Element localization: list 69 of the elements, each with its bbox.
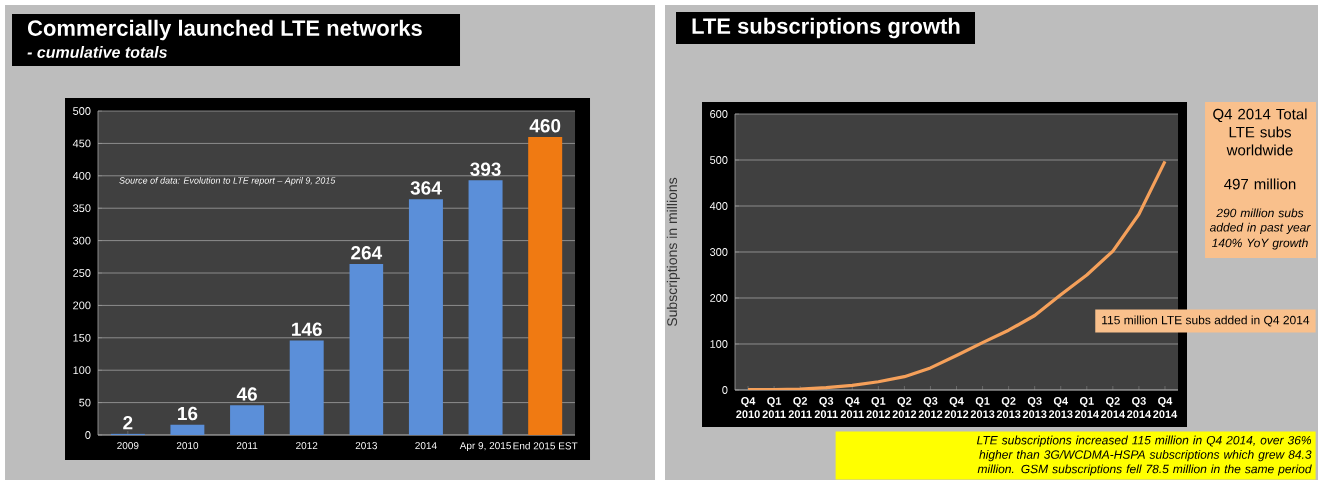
- data-label: 146: [292, 322, 322, 336]
- y-tick-label: 400: [709, 202, 728, 210]
- chart-subtitle: - cumulative totals: [27, 46, 167, 58]
- y-tick-label: 100: [73, 366, 91, 375]
- bar: [289, 340, 324, 435]
- x-tick-label: 2014: [415, 442, 437, 450]
- x-tick-label: Q3 2013: [1022, 397, 1047, 419]
- y-tick-label: 500: [73, 107, 91, 115]
- x-tick-label: Q1 2014: [1074, 397, 1099, 419]
- y-tick-label: 150: [73, 333, 91, 342]
- x-tick-label: 2013: [355, 442, 377, 450]
- chart-title: Commercially launched LTE networks: [27, 19, 422, 41]
- x-tick-label: Q4 2014: [1153, 397, 1178, 419]
- y-axis-title: Subscriptions in millions: [666, 177, 680, 327]
- y-tick-label: 200: [710, 294, 728, 302]
- x-tick-label: Q2 2013: [996, 397, 1021, 419]
- y-tick-label: 300: [73, 236, 91, 245]
- x-tick-label: Q4 2010: [736, 397, 760, 419]
- y-tick-label: 0: [85, 431, 91, 439]
- bar: [408, 199, 443, 435]
- data-label: 264: [351, 246, 383, 260]
- annotation: Source of data: Evolution to LTE report – April 9, 2015: [119, 177, 336, 186]
- x-tick-label: Apr 9, 2015: [459, 442, 511, 452]
- data-label: 393: [470, 162, 501, 176]
- x-tick-label: Q1 2013: [970, 397, 995, 419]
- text: 140% YoY growth: [1211, 238, 1308, 250]
- y-tick-label: 300: [710, 248, 728, 256]
- x-tick-label: 2009: [117, 442, 139, 450]
- y-tick-label: 0: [722, 386, 728, 394]
- annotation: 115 million LTE subs added in Q4 2014: [1102, 315, 1310, 327]
- y-tick-label: 50: [79, 398, 91, 407]
- bar: [170, 424, 205, 435]
- x-tick-label: 2012: [296, 442, 318, 450]
- y-tick-label: 500: [710, 156, 728, 164]
- bar: [349, 263, 384, 435]
- text: Q4 2014 Total LTE subs worldwide: [1213, 108, 1307, 156]
- data-label: 2: [123, 416, 133, 430]
- x-tick-label: 2011: [236, 442, 258, 450]
- text: 290 million subs added in past year: [1209, 208, 1311, 234]
- x-tick-label: Q4 2011: [840, 397, 864, 419]
- text: 497 million: [1224, 178, 1296, 190]
- data-label: 46: [236, 387, 257, 401]
- y-tick-label: 200: [73, 301, 91, 310]
- x-tick-label: Q4 2012: [944, 397, 969, 419]
- x-tick-label: Q2 2012: [892, 397, 917, 419]
- x-tick-label: End 2015 EST: [513, 442, 578, 450]
- data-label: 16: [178, 406, 198, 421]
- data-label: 364: [410, 181, 442, 195]
- x-tick-label: 2010: [176, 442, 199, 450]
- x-tick-label: Q3 2014: [1127, 397, 1152, 419]
- y-tick-label: 400: [72, 171, 91, 180]
- text: LTE subscriptions increased 115 million in Q4 2014, over 36% higher than 3G/WCDMA-HSPA subscriptions which grew 84.3 million. GSM subscriptions fell 78.5 million in the same period: [976, 435, 1312, 476]
- chart-title: LTE subscriptions growth: [692, 17, 960, 39]
- x-tick-label: Q3 2012: [918, 397, 943, 419]
- x-tick-label: Q2 2014: [1101, 397, 1126, 419]
- x-tick-label: Q2 2011: [788, 397, 812, 419]
- y-tick-label: 100: [710, 340, 728, 348]
- y-tick-label: 250: [73, 269, 91, 277]
- x-tick-label: Q4 2013: [1048, 397, 1073, 419]
- data-label: 460: [529, 119, 561, 133]
- bar: [468, 180, 503, 435]
- x-tick-label: Q3 2011: [814, 397, 838, 419]
- bar: [528, 136, 563, 435]
- x-tick-label: Q1 2012: [866, 397, 891, 419]
- y-tick-label: 450: [72, 139, 91, 148]
- x-tick-label: Q1 2011: [762, 397, 786, 419]
- y-tick-label: 600: [710, 110, 728, 118]
- y-tick-label: 350: [73, 204, 91, 213]
- bar: [230, 405, 265, 435]
